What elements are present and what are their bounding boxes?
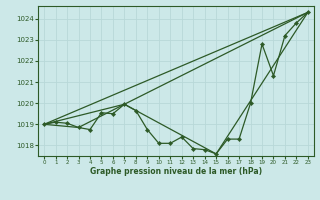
X-axis label: Graphe pression niveau de la mer (hPa): Graphe pression niveau de la mer (hPa): [90, 167, 262, 176]
